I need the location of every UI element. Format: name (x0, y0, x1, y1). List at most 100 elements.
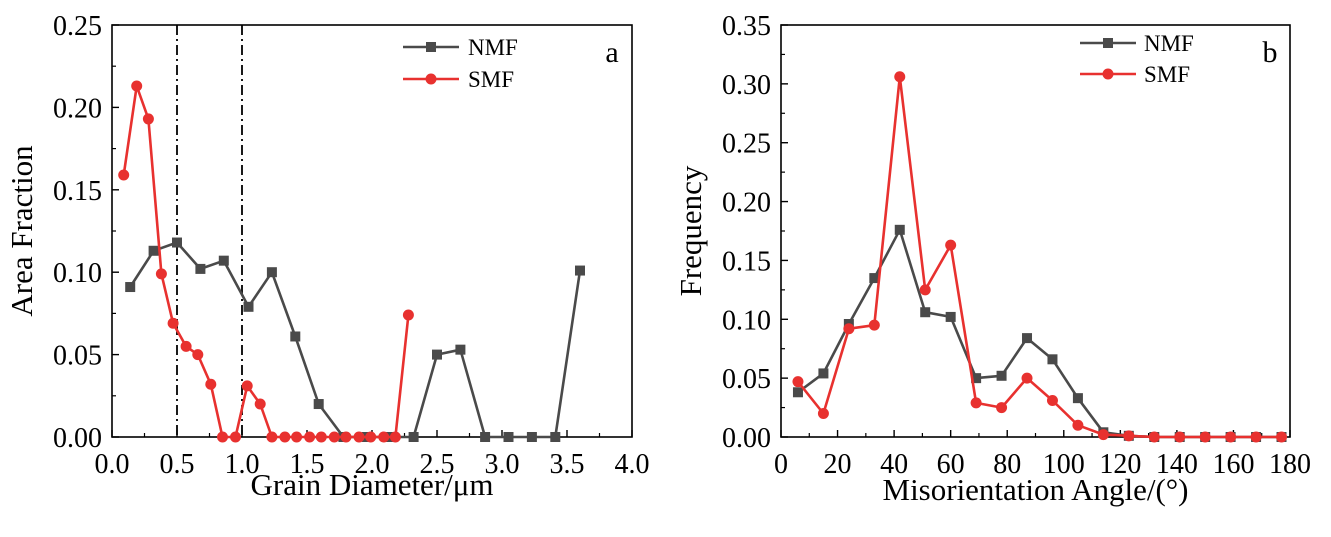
panel-b-plot-frame (780, 24, 1291, 438)
panel-a-series-smf-point (353, 431, 365, 443)
panel-a-series-nmf-point (575, 265, 585, 276)
panel-b-series-smf-point (1199, 431, 1211, 443)
panel-b-x-tick-label: 160 (1212, 449, 1254, 480)
panel-a-series-smf-point (291, 431, 303, 443)
panel-a-series-nmf-point (172, 237, 182, 248)
panel-b-series-smf-point (970, 397, 982, 409)
panel-b-series-smf-point (1174, 431, 1186, 443)
panel-a-series-nmf-point (218, 255, 229, 266)
panel-a-y-tick-label: 0.25 (53, 11, 102, 42)
panel-a-y-axis-title: Area Fraction (4, 145, 39, 317)
panel-b-y-tick-label: 0.20 (722, 188, 771, 219)
panel-a-legend-marker-smf (425, 73, 437, 85)
panel-a-series-smf-point (254, 398, 266, 410)
panel-b-series-smf-point (817, 407, 829, 419)
panel-a-panel-label: a (605, 36, 618, 69)
panel-b-legend-label-smf: SMF (1144, 62, 1190, 87)
panel-a-series-smf-point (192, 349, 204, 361)
panel-a-series-smf-point (340, 431, 352, 443)
panel-a-series-nmf-point (432, 349, 442, 360)
panel-b-series-smf-point (1225, 431, 1237, 443)
panel-a-series-smf-point (304, 431, 316, 443)
panel-b-x-tick-label: 100 (1043, 449, 1085, 480)
panel-b-series-nmf-point (996, 370, 1007, 381)
panel-a-legend-label-smf: SMF (468, 67, 514, 92)
panel-b-series-smf-point (1021, 372, 1033, 384)
panel-b-series-smf-point (1046, 395, 1058, 407)
panel-a-series-smf-point (328, 431, 340, 443)
panel-b-series-nmf-point (818, 368, 829, 379)
panel-a-series-nmf-point (125, 282, 136, 293)
panel-a-series-nmf-point (480, 432, 491, 442)
panel-b-series-smf-point (1148, 431, 1160, 443)
panel-b-legend-marker-smf (1102, 68, 1114, 80)
panel-a-series-nmf-point (195, 263, 206, 274)
panel-a-series-nmf-point (550, 432, 561, 442)
panel-a-x-tick-label: 0.5 (160, 449, 195, 480)
panel-b-x-tick-label: 60 (937, 449, 965, 480)
panel-a-series-nmf-point (455, 344, 466, 355)
panel-b-series-nmf-point (869, 273, 880, 284)
panel-b-series-smf-line (796, 75, 1282, 439)
panel-b-series-nmf-point (945, 311, 956, 322)
panel-a-series-smf-point (378, 431, 390, 443)
panel-a-series-smf-point (266, 431, 278, 443)
panel-a-series-smf-point (180, 340, 192, 352)
panel-a-series-smf-point (131, 80, 143, 92)
panel-a-series-nmf-point (243, 301, 254, 312)
panel-b-series-nmf-point (1072, 393, 1083, 404)
panel-a-x-tick-label: 3.0 (485, 449, 520, 480)
panel-a-y-tick-label: 0.00 (53, 423, 102, 454)
panel-b-series-smf-point (1123, 430, 1135, 442)
panel-a-series-smf-point (142, 113, 154, 125)
panel-a-series-nmf-point (266, 267, 277, 278)
panel-a-x-tick-label: 2.0 (355, 449, 390, 480)
panel-b-series-nmf-point (1047, 354, 1058, 365)
panel-a-series-smf-line (122, 84, 410, 439)
panel-a-series-smf-point (167, 317, 179, 329)
panel-a-series-smf-point (315, 431, 327, 443)
panel-a-series-smf-point (205, 378, 217, 390)
panel-b-series-smf-point (843, 323, 855, 335)
panel-a-x-tick-label: 1.5 (290, 449, 325, 480)
panel-a-series-nmf-point (148, 245, 159, 256)
panel-b-y-tick-label: 0.05 (722, 364, 771, 395)
panel-a-series-smf-point (402, 309, 414, 321)
panel-b-series-nmf-point (792, 387, 803, 398)
panel-b-series-nmf-line (797, 228, 1282, 439)
panel-a-x-tick-label: 0.0 (95, 449, 130, 480)
panel-b-series-smf-point (1250, 431, 1262, 443)
panel-b-x-tick-label: 20 (824, 449, 852, 480)
panel-b-series-smf-point (868, 319, 880, 331)
panel-a: 0.0 0.5 1.0 1.5 2.0 2.5 3.0 3.5 4.0 0.00 0.05 0.10 0… (4, 11, 650, 502)
panel-b-y-tick-label: 0.30 (722, 70, 771, 101)
panel-b-y-tick-label: 0.10 (722, 305, 771, 336)
panel-b-series-nmf-point (971, 373, 982, 384)
panel-a-series-nmf-point (408, 432, 419, 442)
panel-a-series-nmf-point (503, 432, 514, 442)
panel-a-series-nmf-point (290, 331, 301, 342)
panel-b-x-axis-title: Misorientation Angle/(°) (883, 472, 1189, 507)
panel-a-series-smf-point (389, 431, 401, 443)
panel-b-series-smf-point (1072, 419, 1084, 431)
panel-b-x-tick-label: 120 (1099, 449, 1141, 480)
panel-a-series-smf-point (230, 431, 241, 443)
panel-a-series-smf-point (155, 268, 167, 280)
panel-a-plot-frame (111, 24, 633, 438)
panel-b-legend-marker-nmf (1103, 38, 1113, 48)
panel-b-y-tick-label: 0.25 (722, 129, 771, 160)
panel-b-y-tick-label: 0.35 (722, 11, 771, 42)
panel-b-y-axis-title: Frequency (673, 165, 708, 296)
panel-b-series-nmf-point (1022, 333, 1033, 344)
panel-a-series-smf-point (118, 169, 130, 181)
panel-a-x-tick-label: 4.0 (615, 449, 650, 480)
panel-a-series-smf-point (279, 431, 291, 443)
panel-a-legend-marker-nmf (426, 42, 436, 52)
panel-b-series-smf-point (1097, 429, 1109, 441)
panel-b-series-smf-point (919, 284, 931, 296)
panel-b-series-nmf-point (894, 224, 905, 235)
panel-b-x-tick-label: 0 (774, 449, 788, 480)
panel-b-x-tick-label: 180 (1269, 449, 1311, 480)
panel-a-series-nmf-point (526, 432, 537, 442)
